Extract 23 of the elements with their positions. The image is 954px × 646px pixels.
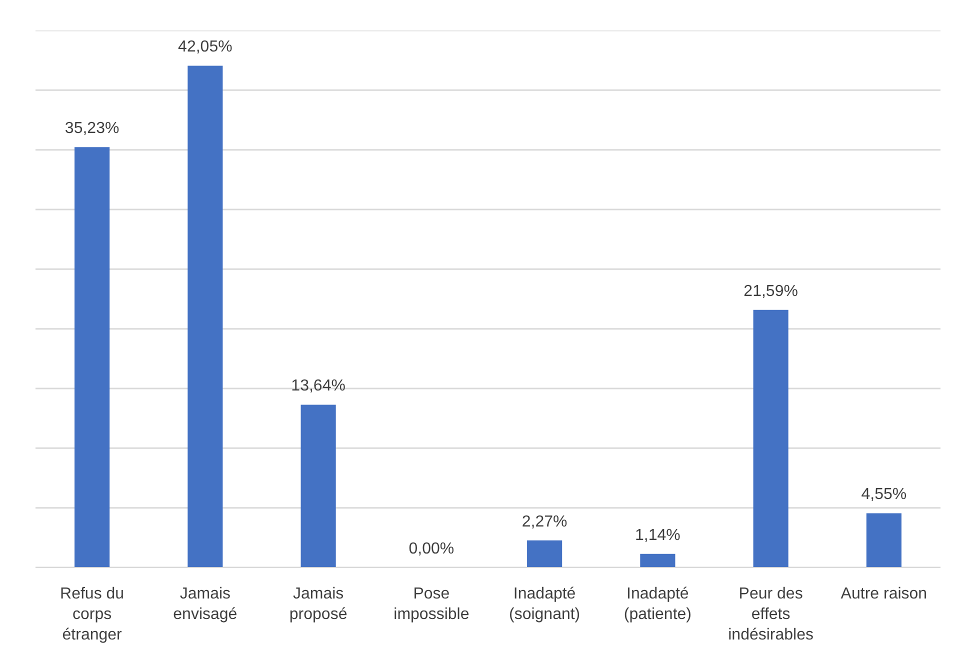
bar [74,147,110,568]
bar [640,554,676,568]
x-tick-label: Inadapté (patiente) [624,586,692,623]
x-tick-label: Jamais envisagé [173,586,238,623]
x-tick-label: Refus du corps étranger [60,586,124,644]
data-label: 1,14% [635,526,680,544]
bar [188,66,223,568]
bar [753,310,788,568]
x-tick-label: Peur des effets indésirables [728,586,814,644]
x-tick-label: Jamais proposé [289,586,348,623]
bar [527,540,562,568]
x-tick-label: Pose impossible [394,586,470,623]
x-tick-label: Autre raison [840,586,928,602]
data-label: 21,59% [744,282,798,300]
data-label: 13,64% [291,378,346,395]
x-tick-label: Inadapté (soignant) [508,586,580,623]
bar [866,513,902,568]
bar [300,404,336,568]
data-label: 35,23% [64,120,120,138]
data-label: 42,05% [178,38,232,56]
data-label: 2,27% [522,513,568,530]
data-label: 4,55% [861,486,907,504]
data-label: 0,00% [408,540,454,558]
